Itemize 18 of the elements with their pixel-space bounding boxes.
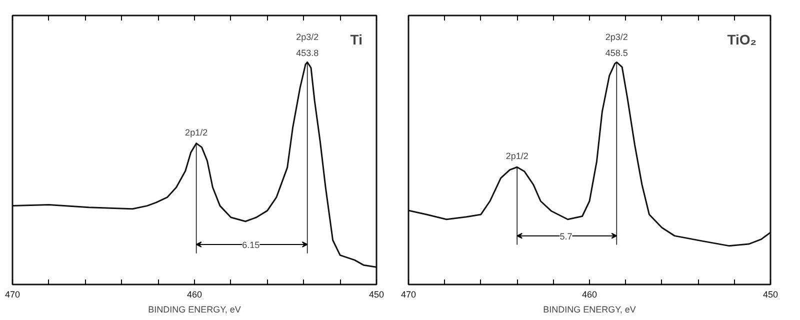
- annotation: 2p1/2: [185, 127, 208, 138]
- x-tick-label: 460: [186, 290, 202, 300]
- chart-title: TiO₂: [727, 32, 757, 48]
- x-axis-title: BINDING ENERGY, eV: [543, 304, 636, 314]
- x-tick-label: 450: [368, 290, 384, 300]
- x-tick-label: 470: [400, 290, 416, 300]
- x-tick-label: 450: [762, 290, 778, 300]
- annotation: 6.15: [242, 240, 260, 250]
- annotation: 2p3/2: [605, 32, 628, 42]
- x-tick-label: 470: [4, 290, 20, 300]
- x-axis-title: BINDING ENERGY, eV: [148, 304, 241, 314]
- annotation: 2p3/2: [296, 32, 319, 42]
- annotation: 2p1/2: [506, 151, 528, 162]
- annotation: 458.5: [605, 48, 628, 58]
- chart-title: Ti: [350, 32, 363, 48]
- annotation: 5.7: [560, 231, 572, 242]
- x-tick-label: 460: [582, 290, 598, 300]
- annotation: 453.8: [296, 48, 319, 58]
